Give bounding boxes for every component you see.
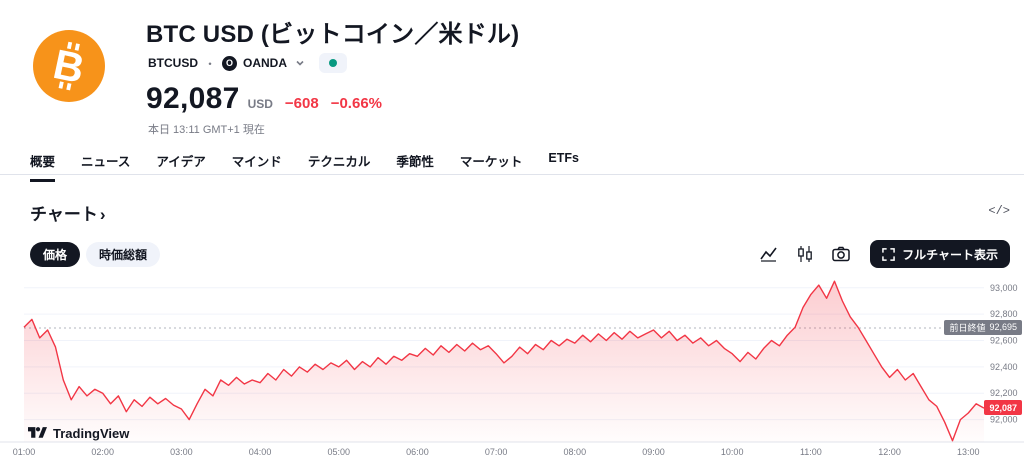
- price-timestamp: 本日 13:11 GMT+1 現在: [148, 124, 265, 136]
- tradingview-label: TradingView: [53, 426, 130, 441]
- svg-text:92,000: 92,000: [990, 415, 1018, 425]
- tab-technicals[interactable]: テクニカル: [307, 155, 371, 169]
- tab-overview[interactable]: 概要: [30, 151, 56, 182]
- marketcap-toggle-button[interactable]: 時価総額: [86, 241, 161, 267]
- time-axis-label: 01:00: [12, 447, 36, 457]
- camera-icon[interactable]: [828, 241, 854, 267]
- prev-close-value: 92,695: [989, 322, 1017, 333]
- symbol-separator: ・: [204, 56, 217, 71]
- market-status-pill[interactable]: [319, 53, 348, 73]
- fullscreen-icon: [882, 247, 895, 261]
- chevron-down-icon[interactable]: [295, 58, 305, 68]
- area-chart-icon[interactable]: [756, 241, 782, 267]
- time-axis-label: 07:00: [484, 447, 508, 457]
- time-axis-label: 04:00: [248, 447, 272, 457]
- tab-minds[interactable]: マインド: [231, 155, 282, 169]
- symbol-label: BTCUSD: [148, 56, 198, 70]
- svg-text:92,400: 92,400: [990, 362, 1018, 372]
- chevron-right-icon: ›: [99, 205, 106, 224]
- chart-section-label: チャート: [30, 205, 98, 224]
- tab-ideas[interactable]: アイデア: [156, 155, 206, 169]
- price-currency: USD: [247, 97, 273, 111]
- price-change-abs: −608: [284, 95, 319, 112]
- market-open-dot-icon: [329, 59, 338, 67]
- tabs-divider: [0, 174, 1024, 175]
- tab-seasonals[interactable]: 季節性: [396, 155, 434, 169]
- time-axis-label: 11:00: [799, 447, 822, 457]
- chart-toolbar: 価格 時価総額 フルチャート表示: [30, 240, 1010, 268]
- svg-text:92,600: 92,600: [990, 336, 1018, 346]
- time-axis-label: 09:00: [642, 447, 665, 457]
- price-change-pct: −0.66%: [330, 95, 382, 112]
- time-axis-label: 03:00: [170, 447, 193, 457]
- tab-etfs[interactable]: ETFs: [548, 151, 579, 165]
- toolbar-right: フルチャート表示: [756, 240, 1010, 268]
- bitcoin-logo-icon: B: [33, 30, 105, 102]
- time-axis-label: 02:00: [91, 447, 114, 457]
- exchange-logo-icon: O: [222, 55, 238, 71]
- price-chart[interactable]: 93,000 92,800 92,600 92,400 92,200 92,000: [0, 262, 1024, 446]
- time-axis-label: 06:00: [406, 447, 429, 457]
- tradingview-attribution[interactable]: TradingView: [28, 426, 129, 441]
- tradingview-logo-icon: [28, 427, 47, 438]
- svg-text:92,200: 92,200: [990, 388, 1018, 398]
- prev-close-badge: 前日終値 92,695: [944, 319, 1022, 335]
- tab-news[interactable]: ニュース: [81, 155, 131, 169]
- last-price-badge: 92,087: [984, 400, 1022, 416]
- svg-text:93,000: 93,000: [990, 283, 1018, 293]
- exchange-label: OANDA: [243, 56, 288, 70]
- svg-text:92,800: 92,800: [990, 309, 1018, 319]
- time-axis-label: 05:00: [327, 447, 351, 457]
- page-title: BTC USD (ビットコイン／米ドル): [146, 21, 520, 48]
- time-axis-label: 12:00: [878, 447, 901, 457]
- current-price: 92,087: [146, 82, 240, 115]
- chart-section-link[interactable]: チャート ›: [30, 200, 106, 225]
- time-axis-label: 08:00: [563, 447, 587, 457]
- time-axis-label: 10:00: [720, 447, 744, 457]
- symbol-row[interactable]: BTCUSD ・ O OANDA: [148, 53, 348, 73]
- price-toggle-button[interactable]: 価格: [30, 241, 81, 267]
- embed-code-icon[interactable]: </>: [988, 204, 1010, 218]
- time-axis: 01:00 02:00 03:00 04:00 05:00 06:00 07:00 08:00…: [0, 447, 1024, 463]
- prev-close-label: 前日終値: [949, 322, 986, 333]
- price-row: 92,087 USD −608 −0.66%: [146, 82, 382, 116]
- time-axis-label: 13:00: [956, 447, 980, 457]
- tab-markets[interactable]: マーケット: [459, 155, 523, 169]
- full-chart-button-label: フルチャート表示: [902, 247, 998, 262]
- tab-bar: 概要 ニュース アイデア マインド テクニカル 季節性 マーケット ETFs: [30, 151, 579, 182]
- candlestick-chart-icon[interactable]: [792, 241, 818, 267]
- full-chart-button[interactable]: フルチャート表示: [870, 240, 1010, 268]
